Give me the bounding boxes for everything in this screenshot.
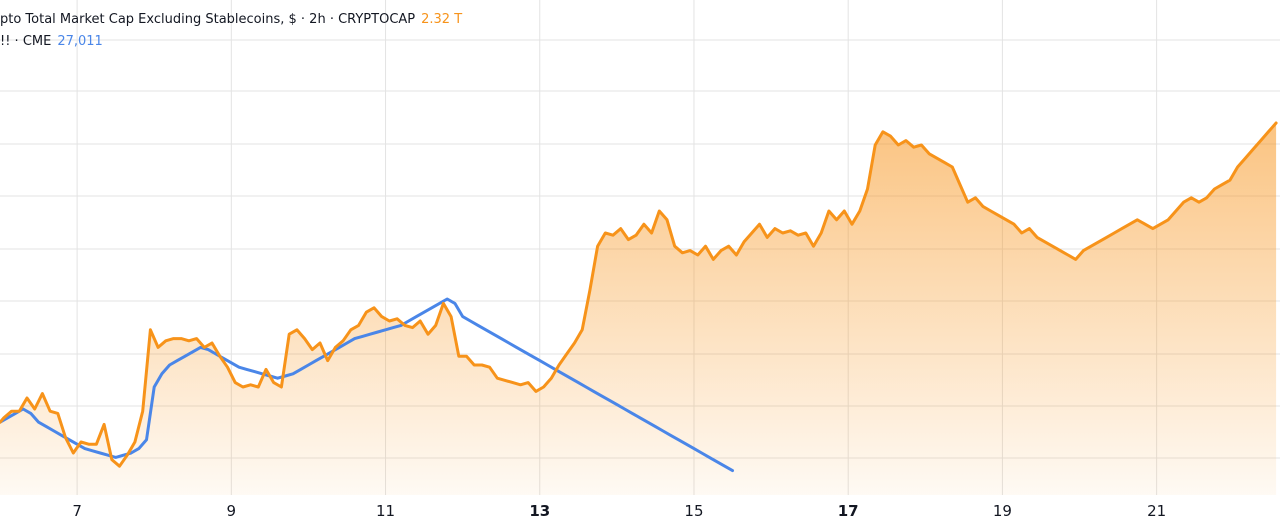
x-axis: 7 9 11 13 15 17 19 21 xyxy=(72,502,1166,520)
cme-line xyxy=(0,297,734,473)
legend-cryptocap-text: pto Total Market Cap Excluding Stablecoi… xyxy=(0,12,416,27)
x-tick-label: 21 xyxy=(1147,502,1166,520)
x-tick-label: 17 xyxy=(838,502,859,520)
legend-cme-text: !! · CME xyxy=(0,34,52,49)
x-tick-label: 11 xyxy=(376,502,395,520)
legend-cryptocap: pto Total Market Cap Excluding Stablecoi… xyxy=(0,11,462,29)
x-tick-label: 15 xyxy=(684,502,703,520)
legend-cme-value: 27,011 xyxy=(57,34,103,49)
legend-cme: !! · CME 27,011 xyxy=(0,33,103,51)
cryptocap-area xyxy=(0,123,1277,495)
legend-cryptocap-value: 2.32 T xyxy=(421,12,463,27)
x-tick-label: 13 xyxy=(529,502,550,520)
cryptocap-line xyxy=(0,121,1278,468)
x-tick-label: 7 xyxy=(72,502,82,520)
x-tick-label: 19 xyxy=(993,502,1012,520)
x-tick-label: 9 xyxy=(227,502,237,520)
